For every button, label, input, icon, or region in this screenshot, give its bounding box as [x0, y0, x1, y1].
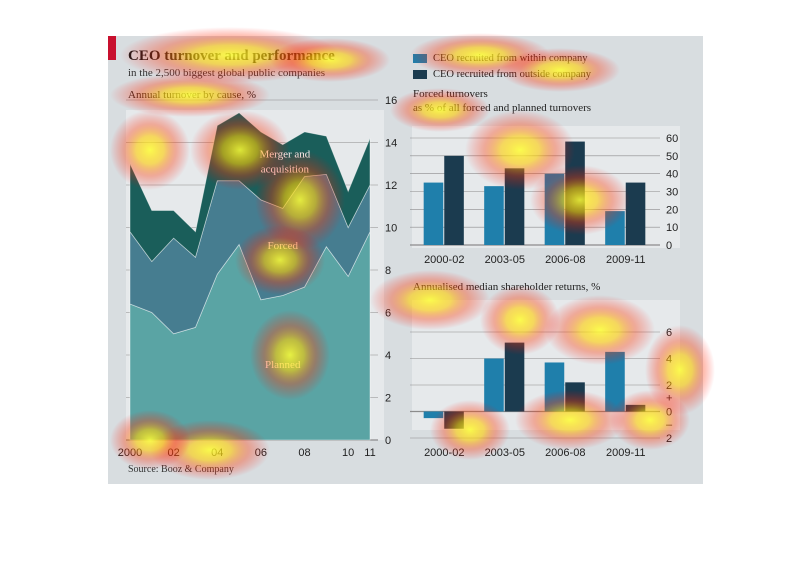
- y-tick-label: 60: [666, 133, 678, 145]
- y-tick-label: 40: [666, 169, 678, 181]
- y-tick-label: 2: [385, 393, 391, 405]
- area-label-merger-1: Merger and: [260, 148, 311, 160]
- y-tick-label: 10: [666, 222, 678, 234]
- x-tick-label: 2000: [118, 447, 142, 459]
- y-tick-label: 16: [385, 95, 397, 107]
- y-tick-label: 2: [666, 380, 672, 392]
- area-label-forced: Forced: [267, 240, 298, 252]
- returns-bar: [504, 342, 525, 412]
- y-tick-label: 10: [385, 223, 397, 235]
- y-tick-label: 12: [385, 180, 397, 192]
- forced-bar: [625, 182, 646, 245]
- returns-bar: [565, 382, 585, 412]
- y-tick-label: 20: [666, 204, 678, 216]
- forced-bar: [544, 173, 565, 245]
- x-tick-label: 06: [255, 447, 267, 459]
- returns-bar: [625, 404, 646, 412]
- returns-bar: [544, 362, 565, 412]
- brand-red-mark: [108, 36, 116, 60]
- y-tick-label: 4: [666, 354, 672, 366]
- x-tick-label: 2009-11: [606, 254, 646, 266]
- forced-bar: [565, 141, 585, 245]
- x-tick-label: 08: [298, 447, 310, 459]
- y-tick-label: 8: [385, 265, 391, 277]
- y-tick-label: 14: [385, 138, 397, 150]
- y-tick-label: 4: [385, 350, 391, 362]
- y-sign-plus: +: [666, 392, 672, 404]
- y-tick-label: 2: [666, 433, 672, 445]
- y-tick-label: 30: [666, 187, 678, 199]
- y-tick-label: 50: [666, 151, 678, 163]
- forced-bar: [605, 211, 625, 245]
- y-tick-label: 0: [385, 435, 391, 447]
- x-tick-label: 2006-08: [545, 447, 585, 459]
- x-tick-label: 02: [168, 447, 180, 459]
- y-tick-label: 6: [385, 308, 391, 320]
- y-tick-label: 6: [666, 327, 672, 339]
- forced-bar: [423, 182, 444, 245]
- x-tick-label: 2003-05: [485, 254, 525, 266]
- x-tick-label: 2000-02: [424, 254, 464, 266]
- x-tick-label: 2009-11: [606, 447, 646, 459]
- x-tick-label: 2006-08: [545, 254, 585, 266]
- x-tick-label: 11: [364, 447, 375, 459]
- returns-bar: [444, 411, 464, 429]
- returns-bar: [605, 351, 625, 412]
- area-label-merger-2: acquisition: [261, 163, 310, 175]
- area-label-planned: Planned: [265, 359, 301, 371]
- returns-bar: [484, 358, 504, 412]
- forced-bar: [444, 155, 464, 245]
- x-tick-label: 10: [342, 447, 354, 459]
- x-tick-label: 2000-02: [424, 447, 464, 459]
- y-tick-label: 0: [666, 407, 672, 419]
- forced-bar: [484, 186, 504, 245]
- y-sign-minus: –: [666, 419, 673, 431]
- x-tick-label: 2003-05: [485, 447, 525, 459]
- forced-bar: [504, 168, 525, 245]
- x-tick-label: 04: [211, 447, 223, 459]
- y-tick-label: 0: [666, 240, 672, 252]
- returns-bar: [423, 411, 444, 419]
